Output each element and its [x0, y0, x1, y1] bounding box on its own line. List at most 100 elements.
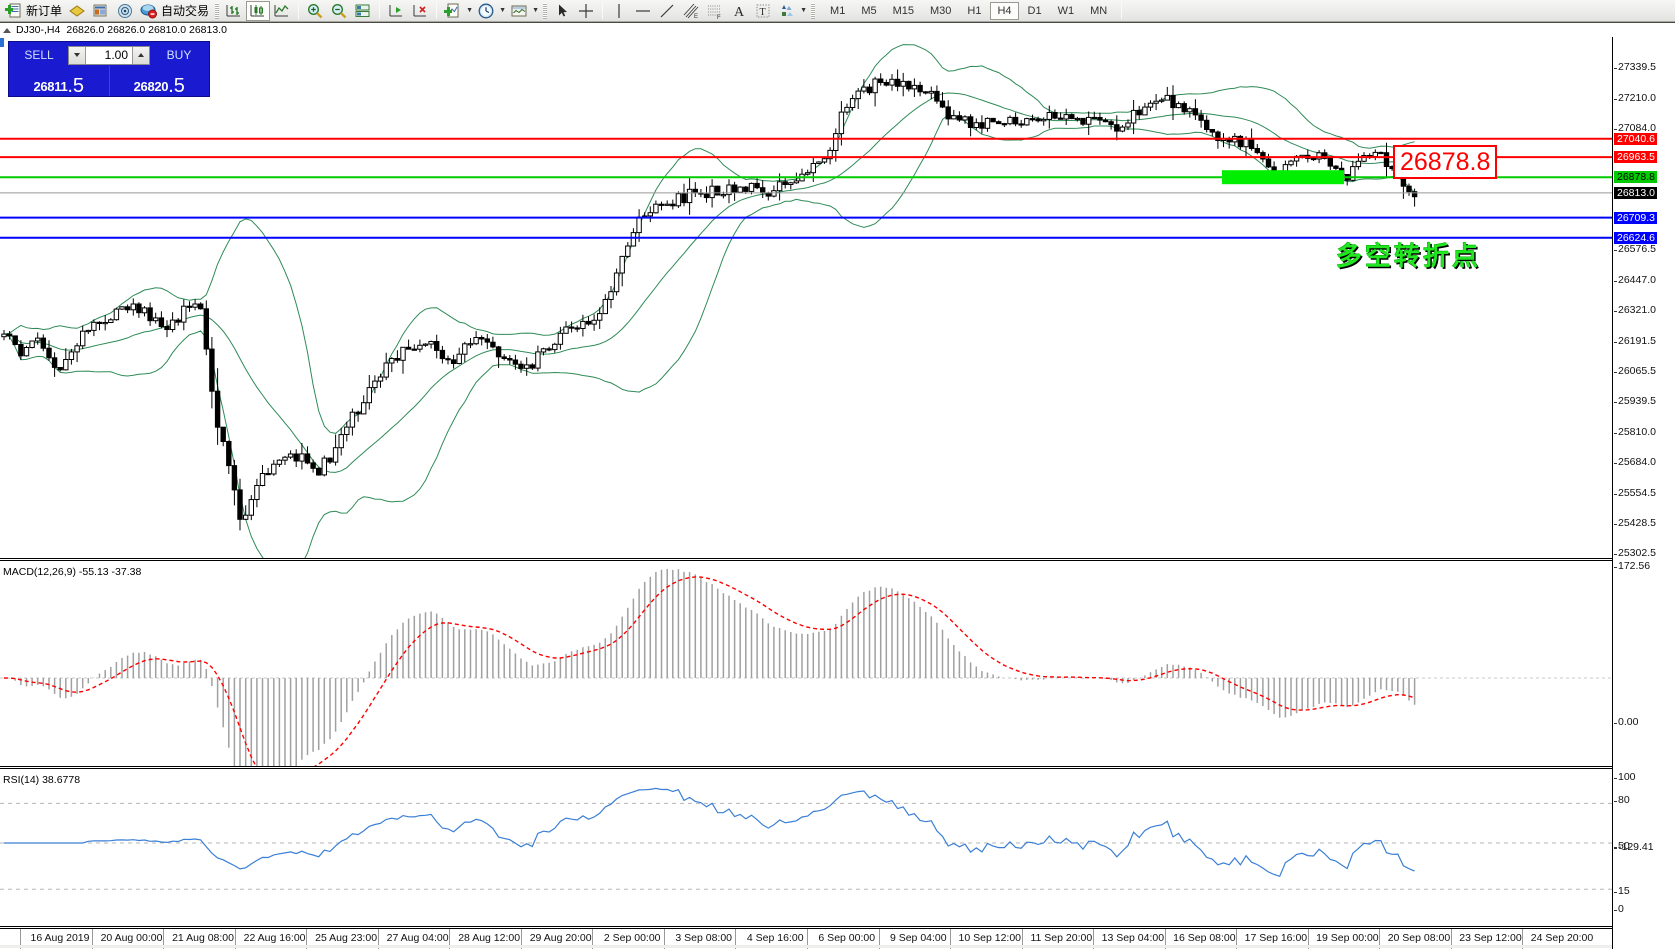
templates-dropdown-arrow[interactable]: ▼ — [531, 2, 540, 20]
equidistant-channel-button[interactable]: E — [679, 1, 703, 21]
shapes-icon — [778, 2, 796, 20]
text-label-button[interactable]: A — [727, 1, 751, 21]
toolbar-grip-2[interactable] — [543, 3, 547, 19]
timeframe-h1-button[interactable]: H1 — [960, 2, 988, 20]
period-button[interactable] — [474, 1, 498, 21]
timeframe-m5-button[interactable]: M5 — [854, 2, 883, 20]
price-pane[interactable] — [0, 37, 1612, 558]
indicators-dropdown-arrow[interactable]: ▼ — [465, 2, 474, 20]
buy-price[interactable]: 26820 .5 — [110, 66, 210, 96]
timeframe-m1-button[interactable]: M1 — [823, 2, 852, 20]
timeframe-m15-button[interactable]: M15 — [886, 2, 921, 20]
toolbar-grip-1[interactable] — [215, 3, 219, 19]
vertical-line-button[interactable] — [607, 1, 631, 21]
timeframe-mn-button[interactable]: MN — [1083, 2, 1114, 20]
macd-label: MACD(12,26,9) -55.13 -37.38 — [3, 566, 141, 578]
toolbar-separator-5 — [1121, 2, 1122, 19]
toolbar-grip-3[interactable] — [811, 3, 815, 19]
macd-pane[interactable] — [0, 562, 1612, 766]
pane-separator-2[interactable] — [0, 766, 1675, 769]
time-tick: 20 Sep 08:00 — [1388, 932, 1450, 944]
indicators-button[interactable] — [441, 1, 465, 21]
main-toolbar: 新订单 — [0, 0, 1675, 22]
navigator-button[interactable] — [113, 1, 137, 21]
candlestick-chart-button[interactable] — [246, 1, 270, 21]
collapse-triangle-icon[interactable] — [3, 28, 11, 33]
price-level-label-pivot[interactable]: 26878.8 — [1614, 171, 1657, 183]
timeframe-h4-button[interactable]: H4 — [990, 2, 1018, 20]
time-tick: 11 Sep 20:00 — [1030, 932, 1092, 944]
sell-button[interactable]: SELL — [13, 48, 65, 62]
vertical-line-icon — [610, 2, 628, 20]
period-dropdown-arrow[interactable]: ▼ — [498, 2, 507, 20]
shift-end-button[interactable] — [384, 1, 408, 21]
one-click-trading-panel[interactable]: SELL 1.00 BUY 26811 .5 26820 .5 — [8, 41, 210, 97]
time-tick: 10 Sep 12:00 — [959, 932, 1021, 944]
zoom-out-button[interactable] — [327, 1, 351, 21]
symbol-name: DJ30-,H4 — [16, 24, 60, 36]
buy-button[interactable]: BUY — [153, 48, 205, 62]
cursor-button[interactable] — [550, 1, 574, 21]
timeframe-d1-button[interactable]: D1 — [1021, 2, 1049, 20]
timeframe-w1-button[interactable]: W1 — [1051, 2, 1082, 20]
fibonacci-button[interactable]: F — [703, 1, 727, 21]
volume-input[interactable]: 1.00 — [86, 47, 132, 64]
auto-scroll-button[interactable] — [408, 1, 432, 21]
line-chart-button[interactable] — [270, 1, 294, 21]
price-tick: 27210.0 — [1618, 92, 1656, 104]
volume-stepper[interactable]: 1.00 — [68, 46, 150, 65]
volume-increase-button[interactable] — [132, 47, 149, 64]
text-box-button[interactable]: T — [751, 1, 775, 21]
new-order-button[interactable]: 新订单 — [2, 1, 65, 21]
rsi-scale-tick: 0 — [1618, 903, 1624, 915]
bar-chart-button[interactable] — [222, 1, 246, 21]
buy-price-integer: 26820 — [134, 79, 169, 94]
chart-scroll-marker[interactable] — [0, 38, 4, 47]
time-tick: 27 Aug 04:00 — [387, 932, 449, 944]
shapes-dropdown-arrow[interactable]: ▼ — [799, 2, 808, 20]
sell-price[interactable]: 26811 .5 — [9, 66, 110, 96]
tile-windows-button[interactable] — [351, 1, 375, 21]
shapes-button[interactable] — [775, 1, 799, 21]
market-watch-button[interactable] — [89, 1, 113, 21]
symbol-info-bar: DJ30-,H4 26826.0 26826.0 26810.0 26813.0 — [0, 23, 1675, 37]
rsi-scale-tick: 50 — [1618, 840, 1630, 852]
shift-end-icon — [387, 2, 405, 20]
price-level-label-resistance[interactable]: 26963.5 — [1614, 151, 1657, 163]
price-level-label-support[interactable]: 26624.6 — [1614, 232, 1657, 244]
horizontal-line-button[interactable] — [631, 1, 655, 21]
time-tick: 24 Sep 20:00 — [1531, 932, 1593, 944]
pane-separator-1[interactable] — [0, 558, 1675, 561]
time-tick: 16 Sep 08:00 — [1173, 932, 1235, 944]
rsi-pane[interactable] — [0, 770, 1612, 926]
templates-button[interactable] — [507, 1, 531, 21]
ohlc-values: 26826.0 26826.0 26810.0 26813.0 — [66, 24, 227, 36]
price-tick: 25684.0 — [1618, 456, 1656, 468]
zoom-in-button[interactable] — [303, 1, 327, 21]
rsi-scale-tick: 80 — [1618, 794, 1630, 806]
price-level-label-support[interactable]: 26709.3 — [1614, 212, 1657, 224]
auto-trading-button[interactable]: 自动交易 — [137, 1, 212, 21]
timeframe-m30-button[interactable]: M30 — [923, 2, 958, 20]
price-tick: 25810.0 — [1618, 426, 1656, 438]
macd-scale-tick: 0.00 — [1618, 716, 1638, 728]
price-level-label-resistance[interactable]: 27040.6 — [1614, 133, 1657, 145]
profile-button[interactable] — [65, 1, 89, 21]
navigator-icon — [116, 2, 134, 20]
volume-decrease-button[interactable] — [69, 47, 86, 64]
chinese-annotation-text[interactable]: 多空转折点 — [1336, 236, 1481, 273]
time-tick: 9 Sep 04:00 — [890, 932, 947, 944]
time-tick: 22 Aug 16:00 — [244, 932, 306, 944]
fibonacci-icon: F — [706, 2, 724, 20]
price-level-label-last-price[interactable]: 26813.0 — [1614, 187, 1657, 199]
cursor-icon — [553, 2, 571, 20]
candlestick-icon — [249, 2, 267, 20]
price-tick: 25302.5 — [1618, 547, 1656, 559]
chart-window[interactable]: DJ30-,H4 26826.0 26826.0 26810.0 26813.0… — [0, 22, 1675, 948]
trendline-button[interactable] — [655, 1, 679, 21]
price-tick: 26576.5 — [1618, 243, 1656, 255]
price-callout-label[interactable]: 26878.8 — [1393, 145, 1497, 179]
price-scale[interactable]: 27339.527210.027084.026963.526576.526447… — [1612, 37, 1675, 949]
crosshair-button[interactable] — [574, 1, 598, 21]
